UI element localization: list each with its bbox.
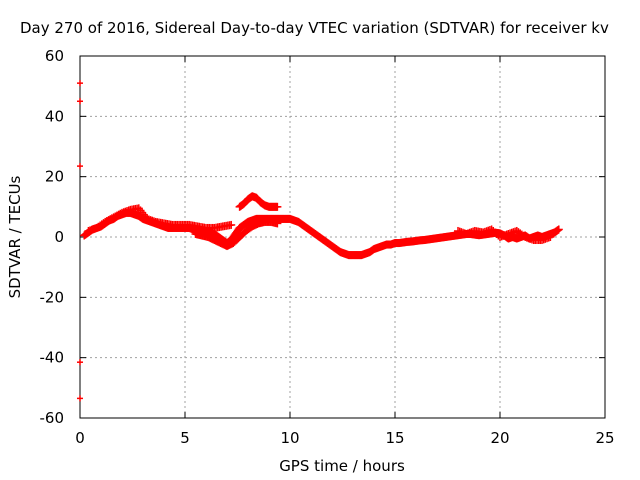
x-tick-label: 5	[180, 429, 190, 447]
x-axis: 0 5 10 15 20 25	[75, 56, 615, 447]
outlier-point	[77, 98, 83, 105]
x-axis-label: GPS time / hours	[279, 457, 405, 475]
outlier-point	[77, 80, 83, 87]
x-tick-label: 25	[595, 429, 614, 447]
y-tick-label: 60	[45, 47, 64, 65]
data-point-late-trace	[546, 233, 555, 241]
outlier-point	[77, 359, 83, 366]
data-point-bump-trace	[273, 202, 282, 211]
y-tick-label: 0	[54, 228, 64, 246]
data-point-dip-trace	[233, 233, 242, 241]
chart-title: Day 270 of 2016, Sidereal Day-to-day VTE…	[20, 19, 609, 37]
data-point-lower-trace	[273, 219, 282, 228]
y-axis: -60 -40 -20 0 20 40 60	[40, 47, 605, 427]
outlier-point	[77, 395, 83, 402]
x-tick-label: 10	[280, 429, 299, 447]
x-tick-label: 0	[75, 429, 85, 447]
data-marks	[77, 80, 563, 402]
outlier-point	[77, 163, 83, 170]
data-point-dip-trace	[231, 234, 240, 243]
y-tick-label: -20	[40, 288, 65, 306]
x-tick-label: 20	[490, 429, 509, 447]
y-tick-label: 20	[45, 168, 64, 186]
data-point-main	[554, 225, 563, 234]
y-axis-label: SDTVAR / TECUs	[6, 175, 24, 298]
y-tick-label: -60	[40, 409, 65, 427]
data-point-dip-trace	[232, 233, 241, 242]
x-tick-label: 15	[385, 429, 404, 447]
y-tick-label: -40	[40, 349, 65, 367]
y-tick-label: 40	[45, 107, 64, 125]
data-point-upper-trace	[227, 220, 236, 229]
